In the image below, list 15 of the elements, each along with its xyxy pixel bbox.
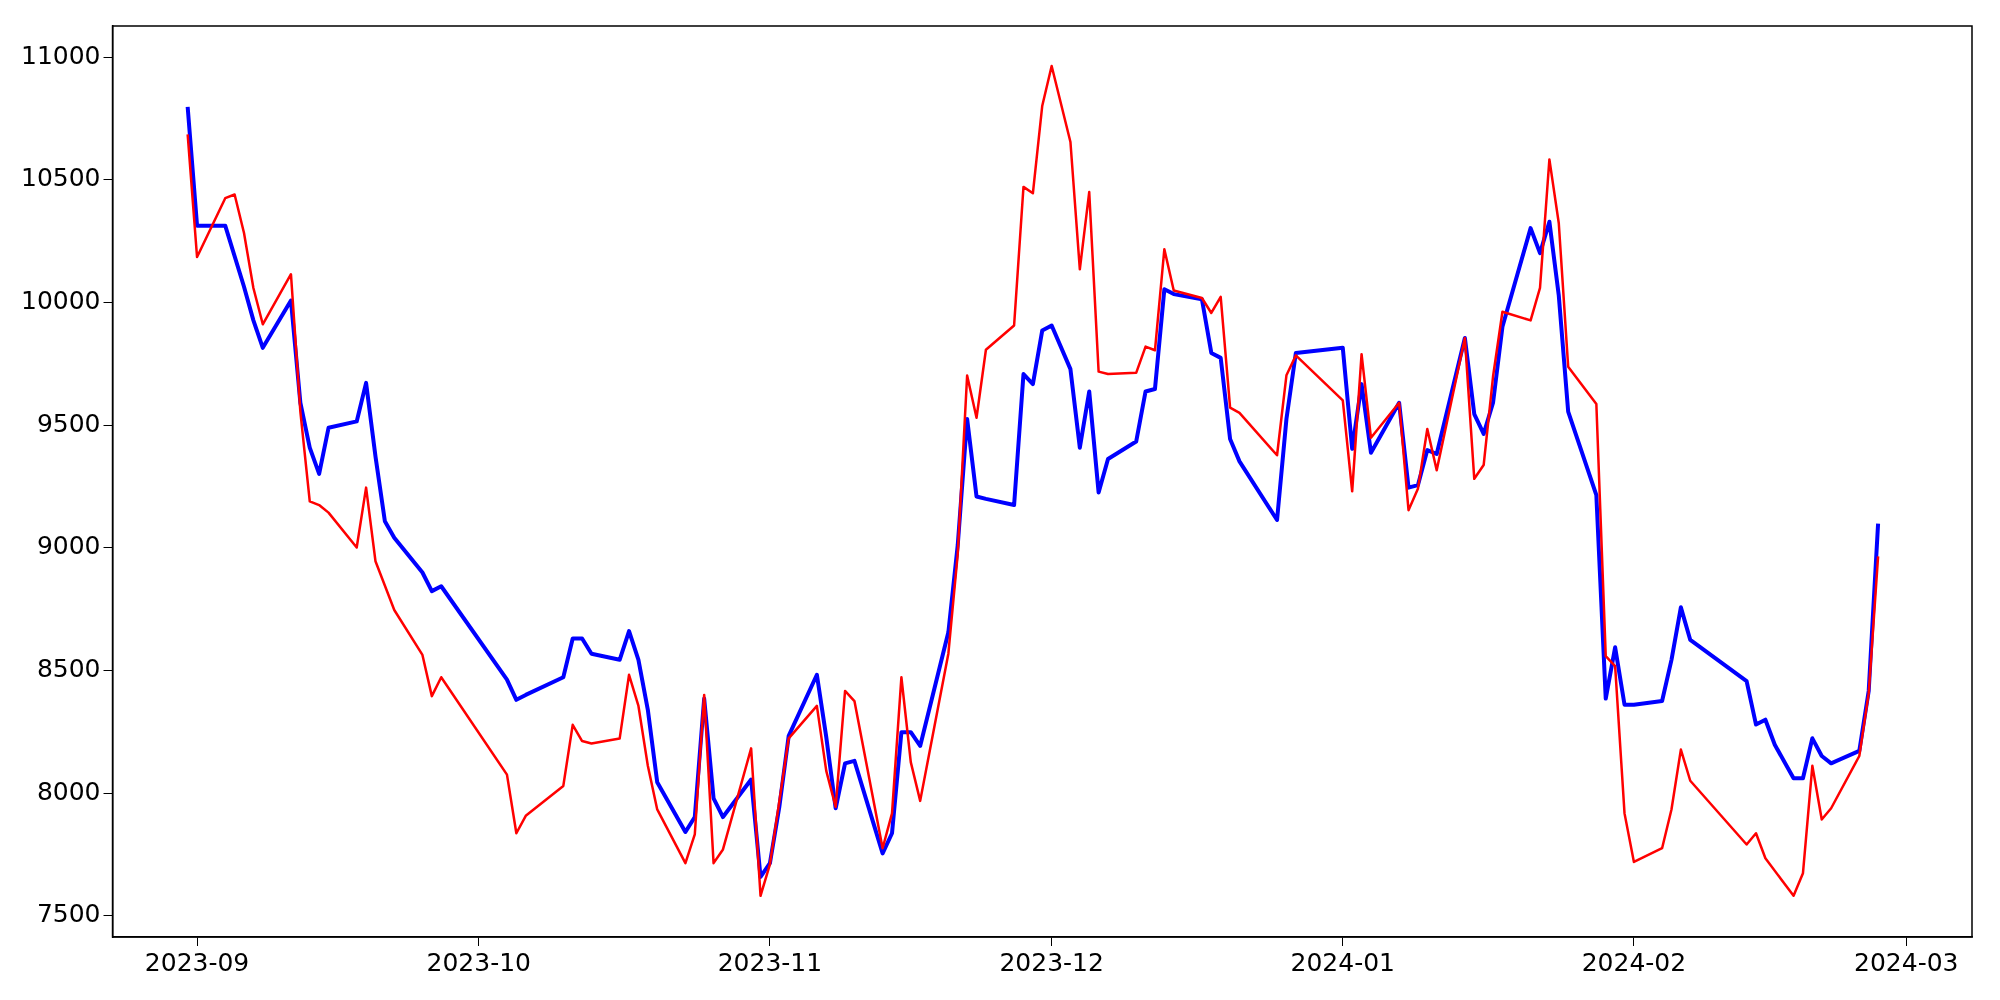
y-tick-label: 10500 [21,163,101,193]
x-tick-label: 2023-12 [999,947,1104,977]
x-tick-label: 2024-02 [1581,947,1687,977]
x-tick-label: 2024-03 [1854,947,1959,977]
x-tick-label: 2024-01 [1290,947,1396,977]
x-tick-label: 2023-09 [144,947,250,977]
y-tick-label: 10000 [21,285,101,315]
y-tick-label: 8500 [36,653,101,683]
y-tick-label: 7500 [36,899,101,929]
x-tick-label: 2023-10 [426,947,532,977]
x-tick-label: 2023-11 [717,947,823,977]
y-tick-label: 9500 [36,408,101,438]
y-tick-label: 9000 [36,531,101,561]
y-tick-label: 11000 [21,40,101,70]
y-tick-label: 8000 [36,776,101,806]
